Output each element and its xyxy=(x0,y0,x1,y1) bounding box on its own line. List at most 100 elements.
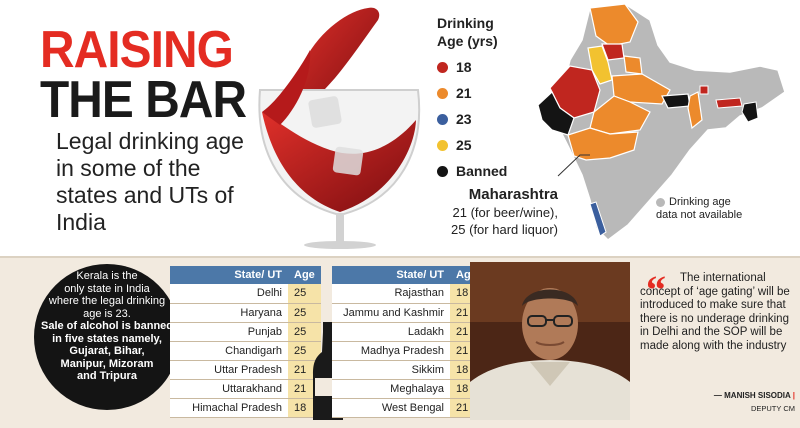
legend-label: 21 xyxy=(456,85,472,101)
quote-attribution: — MANISH SISODIA | xyxy=(640,391,795,400)
state-cell: Ladakh xyxy=(332,322,450,342)
callout-detail-1: 21 (for beer/wine), xyxy=(452,205,559,220)
legend-item-18: 18 xyxy=(437,58,507,76)
legend-label: 25 xyxy=(456,137,472,153)
legend-dot xyxy=(437,61,448,73)
na-dot xyxy=(656,197,665,207)
legend-dot xyxy=(437,113,448,125)
age-cell: 25 xyxy=(288,284,321,304)
age-table-left: State/ UT Age Delhi 25 Haryana 25 Punjab 25… xyxy=(170,266,321,418)
table-row: Delhi 25 xyxy=(170,284,321,304)
state-cell: West Bengal xyxy=(332,398,450,418)
legend-title-line1: Drinking xyxy=(437,15,494,31)
table-row: Uttarakhand 21 xyxy=(170,379,321,399)
table-row: Uttar Pradesh 21 xyxy=(170,360,321,380)
circle-line: Kerala is the xyxy=(76,270,138,282)
map-region-gujarat xyxy=(537,91,575,136)
info-circle xyxy=(34,264,180,410)
state-cell: Rajasthan xyxy=(332,284,450,304)
state-cell: Chandigarh xyxy=(170,341,288,361)
legend-label: 23 xyxy=(456,111,472,127)
state-cell: Haryana xyxy=(170,303,288,323)
legend-item-25: 25 xyxy=(437,136,507,154)
legend-title-line2: Age (yrs) xyxy=(437,33,498,49)
map-region-jk-ladakh xyxy=(589,3,639,47)
callout-line xyxy=(557,154,590,177)
legend-dot xyxy=(437,165,448,177)
map-region-west-bengal xyxy=(687,91,703,130)
table-row: Madhya Pradesh 21 xyxy=(332,341,483,361)
na-line2: data not available xyxy=(656,209,743,221)
map-region-kerala xyxy=(589,201,607,237)
quote-role: DEPUTY CM xyxy=(750,404,795,413)
circle-line: where the legal drinking xyxy=(48,295,166,307)
state-cell: Sikkim xyxy=(332,360,450,380)
quote-text: The international concept of ‘age gating… xyxy=(640,272,790,352)
legend-label: 18 xyxy=(456,59,472,75)
age-cell: 21 xyxy=(288,360,321,380)
circle-line: in five states namely, xyxy=(52,332,162,345)
table-row: Haryana 25 xyxy=(170,303,321,323)
map-legend: Drinking Age (yrs) 18 21 23 25 Banned xyxy=(437,14,507,180)
circle-line: Manipur, Mizoram xyxy=(60,357,154,370)
table-header-row: State/ UT Age xyxy=(332,266,483,284)
state-cell: Jammu and Kashmir xyxy=(332,303,450,323)
legend-item-23: 23 xyxy=(437,110,507,128)
map-region-sikkim xyxy=(699,85,709,95)
quote-attribution-name: — MANISH SISODIA xyxy=(713,391,791,400)
state-cell: Delhi xyxy=(170,284,288,304)
age-cell: 25 xyxy=(288,303,321,323)
age-table-right: State/ UT Age Rajasthan 18 Jammu and Kash… xyxy=(332,266,483,418)
legend-item-21: 21 xyxy=(437,84,507,102)
table-header-row: State/ UT Age xyxy=(170,266,321,284)
state-cell: Himachal Pradesh xyxy=(170,398,288,418)
age-cell: 25 xyxy=(288,341,321,361)
callout-state-name: Maharashtra xyxy=(468,186,558,203)
legend-dot xyxy=(437,139,448,151)
na-line1: Drinking age xyxy=(669,196,731,208)
circle-line: only state in India xyxy=(64,282,150,295)
column-header-state: State/ UT xyxy=(332,266,450,284)
info-circle-text: Kerala is the only state in India where … xyxy=(34,270,180,383)
india-map xyxy=(537,3,786,241)
legend-dot xyxy=(437,87,448,99)
age-cell: 25 xyxy=(288,322,321,342)
quote-attribution-bar: | xyxy=(792,391,795,400)
column-header-state: State/ UT xyxy=(170,266,288,284)
table-row: Himachal Pradesh 18 xyxy=(170,398,321,418)
state-cell: Uttarakhand xyxy=(170,379,288,399)
table-row: Jammu and Kashmir 21 xyxy=(332,303,483,323)
wine-glass-illustration xyxy=(258,7,421,249)
table-row: Punjab 25 xyxy=(170,322,321,342)
column-header-age: Age xyxy=(288,266,321,284)
headline-line2: THE BAR xyxy=(40,71,247,129)
data-not-available-note: Drinking age data not available xyxy=(656,196,742,222)
state-cell: Madhya Pradesh xyxy=(332,341,450,361)
table-row: Chandigarh 25 xyxy=(170,341,321,361)
legend-label: Banned xyxy=(456,163,508,179)
top-panel: RAISING THE BAR Legal drinking age in so… xyxy=(40,3,786,249)
state-cell: Punjab xyxy=(170,322,288,342)
state-cell: Uttar Pradesh xyxy=(170,360,288,380)
legend-item-banned: Banned xyxy=(437,162,507,180)
headline-line1: RAISING xyxy=(40,21,234,79)
circle-line: age is 23. xyxy=(83,307,131,320)
age-cell: 21 xyxy=(288,379,321,399)
circle-line: Sale of alcohol is banned xyxy=(40,320,174,332)
table-row: Meghalaya 18 xyxy=(332,379,483,399)
map-region-uttarakhand xyxy=(623,55,643,75)
age-cell: 18 xyxy=(288,398,321,418)
map-region-meghalaya xyxy=(715,97,743,109)
state-cell: Meghalaya xyxy=(332,379,450,399)
table-row: Rajasthan 18 xyxy=(332,284,483,304)
table-row: Ladakh 21 xyxy=(332,322,483,342)
circle-line: and Tripura xyxy=(77,370,137,382)
portrait-photo xyxy=(470,262,630,420)
circle-line: Gujarat, Bihar, xyxy=(69,345,145,357)
subtitle: Legal drinking age in some of the states… xyxy=(56,128,244,235)
quote-mark-icon: “ xyxy=(646,267,666,312)
callout-detail-2: 25 (for hard liquor) xyxy=(451,222,558,237)
map-region-northeast-banned xyxy=(741,101,759,123)
table-row: West Bengal 21 xyxy=(332,398,483,418)
maharashtra-callout: Maharashtra 21 (for beer/wine), 25 (for … xyxy=(408,186,558,238)
